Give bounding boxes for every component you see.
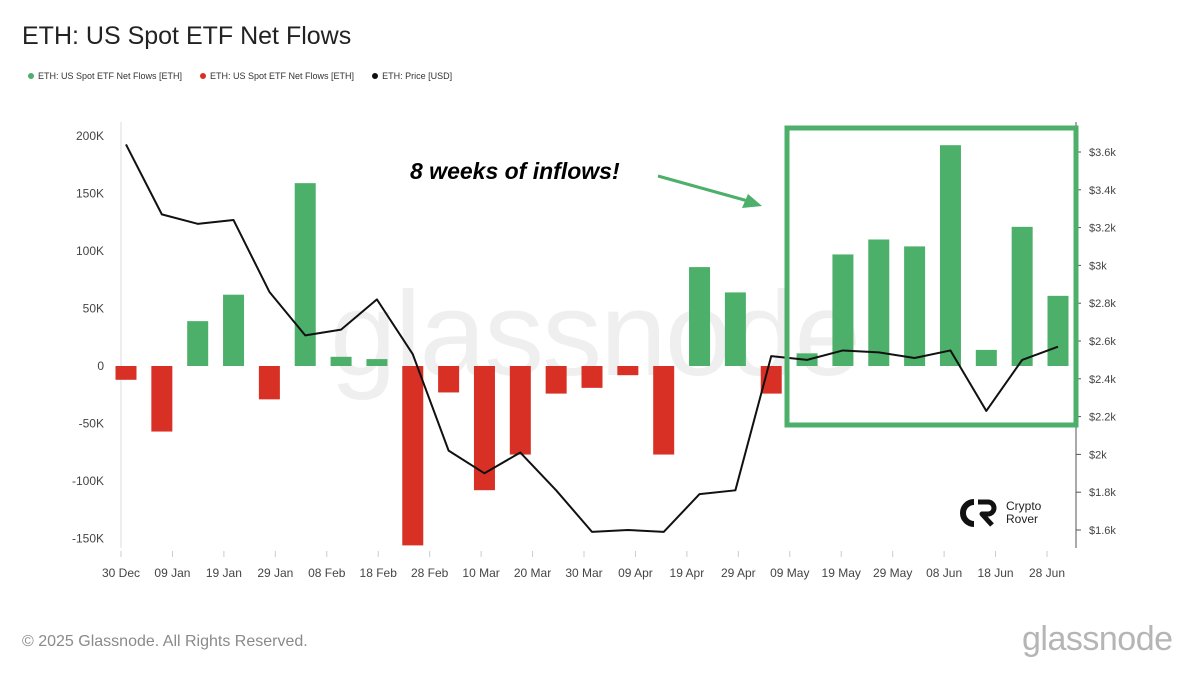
outflow-bar[interactable] (581, 366, 603, 388)
x-tick-label: 09 May (770, 566, 809, 580)
annotation-arrow-line (657, 174, 749, 203)
outflow-bar[interactable] (258, 366, 280, 400)
inflow-bar[interactable] (975, 349, 997, 366)
annotation-text: 8 weeks of inflows! (410, 158, 620, 184)
legend-dot-red (200, 73, 207, 79)
legend-item-outflows[interactable]: ETH: US Spot ETF Net Flows [ETH] (200, 71, 354, 81)
right-tick-label: $2k (1089, 449, 1107, 461)
brand-line-1: Crypto (1006, 499, 1042, 513)
inflow-bar[interactable] (330, 356, 352, 366)
price-series (125, 143, 1059, 533)
x-axis: 30 Dec 09 Jan 19 Jan 29 Jan 08 Feb 18 Feb 28 F… (102, 551, 1065, 580)
inflow-bar[interactable] (689, 267, 711, 366)
right-tick-label: $3k (1089, 260, 1107, 272)
inflow-bar[interactable] (366, 359, 388, 366)
x-tick-label: 19 Apr (670, 566, 705, 580)
inflow-bar[interactable] (939, 145, 961, 366)
x-tick-label: 29 Jan (257, 566, 293, 580)
outflow-bar[interactable] (151, 366, 173, 432)
x-tick-label: 18 Jun (978, 566, 1014, 580)
outflow-bar[interactable] (545, 366, 567, 394)
outflow-bar[interactable] (617, 366, 639, 376)
outflow-bar[interactable] (438, 366, 460, 393)
left-tick-label: 200K (76, 129, 104, 143)
x-tick-label: 19 May (822, 566, 861, 580)
x-tick-label: 20 Mar (514, 566, 551, 580)
legend-item-inflows[interactable]: ETH: US Spot ETF Net Flows [ETH] (28, 71, 182, 81)
left-tick-label: 150K (76, 187, 104, 201)
right-tick-label: $1.6k (1089, 525, 1116, 537)
glassnode-logo: glassnode (1022, 620, 1173, 658)
chart-title: ETH: US Spot ETF Net Flows (22, 22, 352, 50)
inflow-bar[interactable] (187, 321, 209, 366)
x-tick-label: 30 Mar (565, 566, 602, 580)
inflow-bar[interactable] (904, 246, 926, 366)
outflow-bar[interactable] (473, 366, 495, 491)
legend-dot-black (372, 73, 379, 79)
left-tick-label: -100K (72, 474, 104, 488)
x-tick-label: 10 Mar (462, 566, 499, 580)
left-tick-label: 100K (76, 244, 104, 258)
inflow-bar[interactable] (1011, 226, 1033, 366)
inflow-bar[interactable] (724, 292, 746, 366)
legend-label-inflows: ETH: US Spot ETF Net Flows [ETH] (38, 71, 183, 81)
highlight-box (784, 125, 1079, 428)
right-tick-label: $2.6k (1089, 336, 1116, 348)
right-tick-label: $2.8k (1089, 298, 1116, 310)
outflow-bar[interactable] (509, 366, 531, 455)
right-tick-label: $2.2k (1089, 412, 1116, 424)
right-tick-label: $2.4k (1089, 374, 1116, 386)
brand-badge: Crypto Rover (958, 498, 1041, 528)
left-tick-label: 50K (83, 302, 104, 316)
left-axis: 200K 150K 100K 50K 0 -50K -100K -150K (72, 122, 122, 548)
x-tick-label: 08 Jun (926, 566, 962, 580)
x-tick-label: 08 Feb (308, 566, 346, 580)
crypto-rover-logo-icon (960, 499, 997, 527)
inflow-bar[interactable] (1047, 295, 1069, 366)
bar-series (115, 145, 1069, 546)
right-tick-label: $3.6k (1089, 147, 1116, 159)
right-tick-label: $3.2k (1089, 223, 1116, 235)
x-tick-label: 18 Feb (360, 566, 398, 580)
x-tick-label: 29 Apr (721, 566, 756, 580)
x-tick-label: 30 Dec (102, 566, 140, 580)
inflow-bar[interactable] (832, 254, 854, 366)
x-tick-label: 28 Jun (1029, 566, 1065, 580)
left-tick-label: -150K (72, 532, 104, 546)
annotation-arrow-head (742, 194, 762, 208)
left-tick-label: -50K (79, 417, 104, 431)
inflow-bar[interactable] (223, 294, 245, 366)
inflow-bar[interactable] (868, 239, 890, 367)
legend-dot-green (28, 73, 34, 79)
x-tick-label: 28 Feb (411, 566, 449, 580)
right-tick-label: $3.4k (1089, 185, 1116, 197)
legend-label-outflows: ETH: US Spot ETF Net Flows [ETH] (210, 71, 355, 81)
outflow-bar[interactable] (115, 366, 137, 380)
legend: ETH: US Spot ETF Net Flows [ETH] ETH: US… (28, 71, 452, 81)
price-line[interactable] (125, 143, 1059, 533)
legend-item-price[interactable]: ETH: Price [USD] (372, 71, 452, 81)
x-tick-label: 09 Apr (618, 566, 653, 580)
brand-line-2: Rover (1006, 512, 1039, 526)
annotation-layer (657, 125, 1079, 428)
left-tick-label: 0 (97, 359, 104, 373)
x-tick-label: 19 Jan (206, 566, 242, 580)
right-axis: $3.6k $3.4k $3.2k $3k $2.8k $2.6k $2.4k $2.2k $2… (1075, 122, 1116, 548)
x-tick-label: 09 Jan (154, 566, 190, 580)
x-tick-label: 29 May (873, 566, 912, 580)
inflow-bar[interactable] (294, 183, 316, 366)
outflow-bar[interactable] (653, 366, 675, 455)
outflow-bar[interactable] (402, 366, 424, 546)
right-tick-label: $1.8k (1089, 487, 1116, 499)
legend-label-price: ETH: Price [USD] (382, 71, 453, 81)
copyright-text: © 2025 Glassnode. All Rights Reserved. (22, 633, 308, 650)
